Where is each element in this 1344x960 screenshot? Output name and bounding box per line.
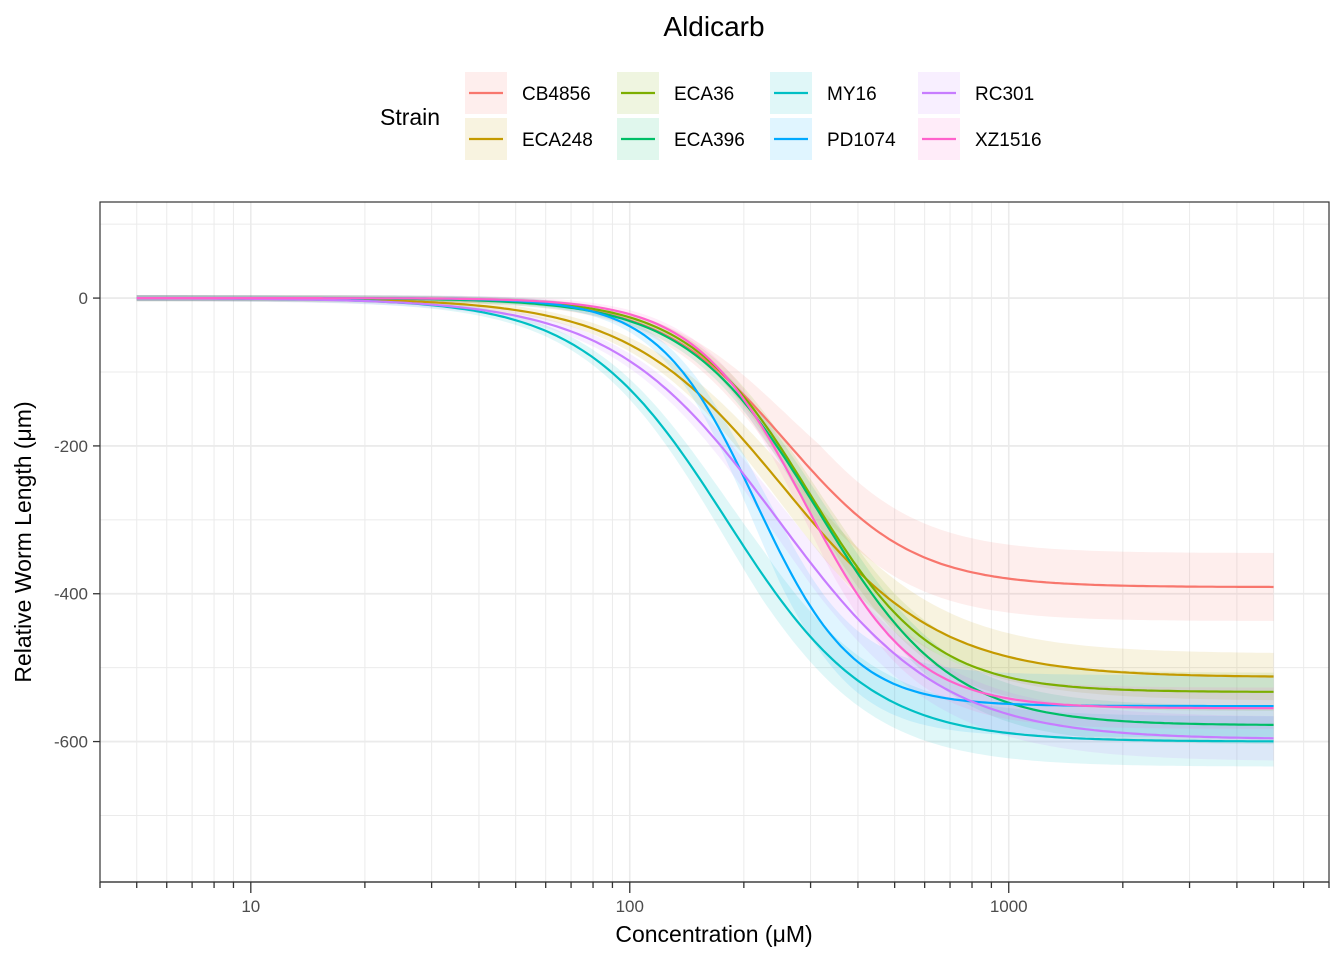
legend-item-my16: MY16	[770, 72, 877, 114]
legend-label: RC301	[975, 84, 1034, 105]
legend-item-pd1074: PD1074	[770, 118, 896, 160]
legend-label: CB4856	[522, 84, 591, 105]
series-line-rc301	[136, 297, 1274, 740]
legend-label: ECA248	[522, 130, 593, 151]
legend-item-eca36: ECA36	[617, 72, 734, 114]
confidence-band-eca248	[136, 295, 1274, 701]
legend-label: PD1074	[827, 130, 896, 151]
x-axis: 10 100 1000	[99, 881, 1330, 916]
series-lines	[136, 297, 1274, 743]
legend-item-eca396: ECA396	[617, 118, 745, 160]
y-axis-title: Relative Worm Length (μm)	[10, 401, 36, 682]
y-tick-label: -400	[54, 585, 88, 604]
x-tick-label: 10	[241, 897, 260, 916]
legend-item-cb4856: CB4856	[465, 72, 591, 114]
y-axis: 0 -200 -400 -600	[54, 289, 100, 752]
x-tick-label: 1000	[990, 897, 1028, 916]
y-tick-label: 0	[79, 289, 88, 308]
legend-label: ECA396	[674, 130, 745, 151]
series-line-xz1516	[136, 297, 1274, 710]
y-tick-label: -200	[54, 437, 88, 456]
minor-gridlines	[99, 202, 1330, 882]
confidence-band-rc301	[136, 295, 1274, 761]
legend-item-xz1516: XZ1516	[918, 118, 1042, 160]
x-axis-title: Concentration (μM)	[615, 921, 812, 947]
legend-label: XZ1516	[975, 130, 1042, 151]
confidence-band-my16	[136, 295, 1274, 767]
y-tick-label: -600	[54, 733, 88, 752]
legend: Strain CB4856 ECA248 ECA36 ECA396 MY16 PD1074…	[380, 72, 1042, 160]
legend-title: Strain	[380, 104, 440, 130]
plot-area	[99, 201, 1330, 883]
chart-title: Aldicarb	[663, 11, 764, 42]
legend-label: MY16	[827, 84, 877, 105]
legend-item-rc301: RC301	[918, 72, 1034, 114]
plot-background	[100, 202, 1329, 882]
legend-item-eca248: ECA248	[465, 118, 593, 160]
legend-label: ECA36	[674, 84, 734, 105]
confidence-band-pd1074	[136, 295, 1274, 738]
x-tick-label: 100	[616, 897, 644, 916]
